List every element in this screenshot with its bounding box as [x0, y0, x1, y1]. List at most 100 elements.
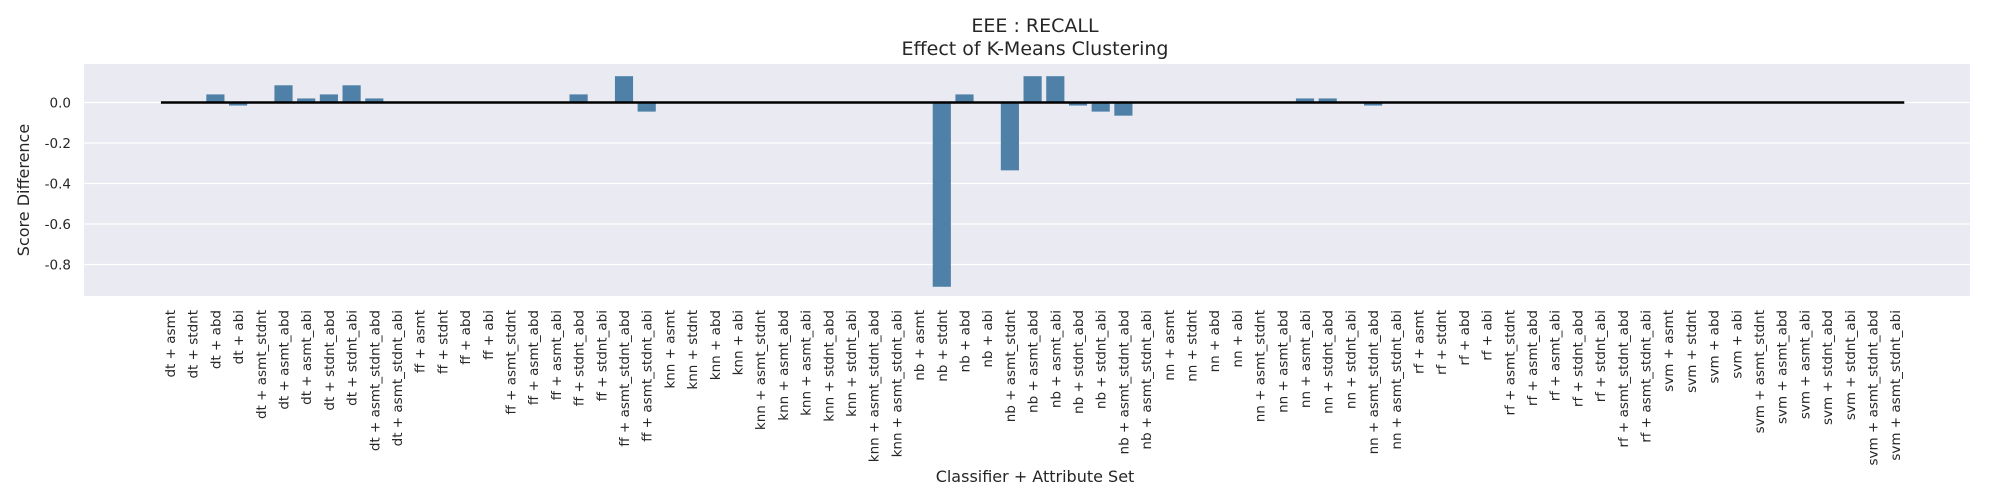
x-tick-label: nn + stdnt: [1185, 310, 1201, 382]
bar: [365, 98, 384, 103]
x-tick-label: nb + asmt_stdnt_abd: [1116, 310, 1132, 454]
x-tick-label: knn + asmt: [662, 310, 678, 389]
x-tick-label: knn + stdnt_abi: [844, 310, 860, 417]
y-axis-ticks: 0.0 -0.2 -0.4 -0.6 -0.8: [45, 96, 71, 274]
x-axis-ticks: dt + asmt dt + stdnt dt + abd dt + abi dt + …: [163, 310, 1904, 465]
x-tick-label: dt + asmt_abd: [277, 310, 293, 410]
x-tick-label: nn + abi: [1230, 310, 1246, 368]
y-tick-label: 0.0: [50, 96, 71, 112]
x-tick-label: svm + asmt: [1661, 310, 1677, 392]
bar: [297, 98, 316, 103]
x-tick-label: nb + stdnt_abd: [1071, 310, 1087, 414]
x-tick-label: ff + stdnt_abd: [572, 310, 588, 406]
x-tick-label: dt + abd: [208, 310, 224, 369]
x-tick-label: rf + stdnt_abd: [1570, 310, 1586, 407]
x-tick-label: ff + asmt_stdnt_abd: [617, 310, 633, 447]
x-tick-label: svm + asmt_abd: [1775, 310, 1791, 424]
x-tick-label: nb + abi: [980, 310, 996, 368]
bar: [932, 102, 951, 287]
x-tick-label: svm + abi: [1729, 310, 1745, 379]
x-tick-label: knn + abd: [708, 310, 724, 380]
x-tick-label: svm + asmt_stdnt: [1752, 310, 1768, 433]
x-tick-label: ff + stdnt_abi: [594, 310, 610, 401]
x-tick-label: nn + abd: [1207, 310, 1223, 372]
x-tick-label: rf + asmt_abd: [1525, 310, 1541, 406]
x-tick-label: knn + asmt_abi: [799, 310, 815, 416]
bar: [1318, 98, 1337, 103]
x-tick-label: nb + asmt_stdnt: [1003, 310, 1019, 422]
bar: [1091, 102, 1110, 112]
x-tick-label: knn + stdnt: [685, 310, 701, 390]
bar: [1023, 76, 1042, 103]
x-axis-label: Classifier + Attribute Set: [936, 467, 1135, 486]
x-tick-label: nb + stdnt_abi: [1094, 310, 1110, 409]
x-tick-label: dt + asmt: [163, 310, 179, 378]
y-axis-label: Score Difference: [14, 124, 33, 256]
x-tick-label: rf + abi: [1480, 310, 1496, 361]
y-tick-label: -0.6: [45, 217, 71, 233]
bar: [569, 94, 588, 103]
x-tick-label: dt + asmt_stdnt_abi: [390, 310, 406, 446]
x-tick-label: nn + asmt_stdnt_abd: [1366, 310, 1382, 454]
x-tick-label: nb + abd: [958, 310, 974, 372]
x-tick-label: nn + stdnt_abi: [1343, 310, 1359, 409]
bar: [1114, 102, 1133, 116]
x-tick-label: nn + asmt: [1162, 310, 1178, 381]
x-tick-label: nb + asmt_stdnt_abi: [1139, 310, 1155, 450]
y-tick-label: -0.8: [45, 258, 71, 274]
chart-title: EEE : RECALL: [971, 15, 1099, 37]
bar: [614, 76, 634, 103]
x-tick-label: svm + stdnt_abi: [1843, 310, 1859, 420]
x-tick-label: rf + asmt: [1412, 310, 1428, 374]
x-tick-label: dt + asmt_stdnt: [254, 310, 270, 419]
x-tick-label: knn + asmt_abd: [776, 310, 792, 421]
bar: [1295, 98, 1315, 103]
x-tick-label: nb + asmt: [912, 310, 928, 381]
x-tick-label: nn + stdnt_abd: [1321, 310, 1337, 414]
x-tick-label: knn + abi: [731, 310, 747, 375]
x-tick-label: svm + stdnt: [1684, 310, 1700, 393]
x-tick-label: rf + stdnt: [1434, 310, 1450, 375]
x-tick-label: ff + asmt: [413, 310, 429, 373]
x-tick-label: ff + asmt_abd: [526, 310, 542, 405]
bar: [1068, 102, 1088, 106]
bar: [342, 85, 361, 103]
x-tick-label: nb + asmt_abd: [1026, 310, 1042, 413]
x-tick-label: knn + asmt_stdnt_abd: [867, 310, 883, 462]
chart-subtitle: Effect of K-Means Clustering: [902, 38, 1169, 60]
x-tick-label: ff + abi: [481, 310, 497, 360]
bar: [274, 85, 293, 103]
y-tick-label: -0.4: [45, 177, 71, 193]
x-tick-label: rf + asmt_abi: [1548, 310, 1564, 401]
x-tick-label: dt + abi: [231, 310, 247, 364]
x-tick-label: rf + asmt_stdnt_abi: [1639, 310, 1655, 443]
x-tick-label: rf + stdnt_abi: [1593, 310, 1609, 402]
x-tick-label: nn + asmt_stdnt: [1253, 310, 1269, 422]
x-tick-label: dt + asmt_abi: [299, 310, 315, 405]
x-tick-label: knn + asmt_stdnt: [753, 310, 769, 430]
x-tick-label: nb + stdnt: [935, 310, 951, 382]
bars: [206, 76, 1383, 287]
bar: [1046, 76, 1065, 103]
x-tick-label: dt + stdnt: [186, 310, 202, 379]
bar: [955, 94, 974, 103]
x-tick-label: knn + asmt_stdnt_abi: [889, 310, 905, 457]
x-tick-label: knn + stdnt_abd: [821, 310, 837, 422]
x-tick-label: svm + abd: [1707, 310, 1723, 383]
bar: [1000, 102, 1019, 171]
x-tick-label: rf + asmt_stdnt: [1502, 310, 1518, 415]
x-tick-label: dt + stdnt_abd: [322, 310, 338, 411]
x-tick-label: ff + abd: [458, 310, 474, 365]
x-tick-label: ff + asmt_stdnt: [504, 310, 520, 414]
x-tick-label: ff + asmt_abi: [549, 310, 565, 400]
bar: [637, 102, 656, 112]
x-tick-label: dt + stdnt_abi: [345, 310, 361, 406]
x-tick-label: nn + asmt_abi: [1298, 310, 1314, 408]
x-tick-label: svm + asmt_abi: [1797, 310, 1813, 419]
x-tick-label: ff + stdnt: [435, 310, 451, 374]
bar: [229, 102, 248, 106]
bar: [206, 94, 225, 103]
x-tick-label: svm + asmt_stdnt_abi: [1888, 310, 1904, 461]
x-tick-label: dt + asmt_stdnt_abd: [367, 310, 383, 451]
